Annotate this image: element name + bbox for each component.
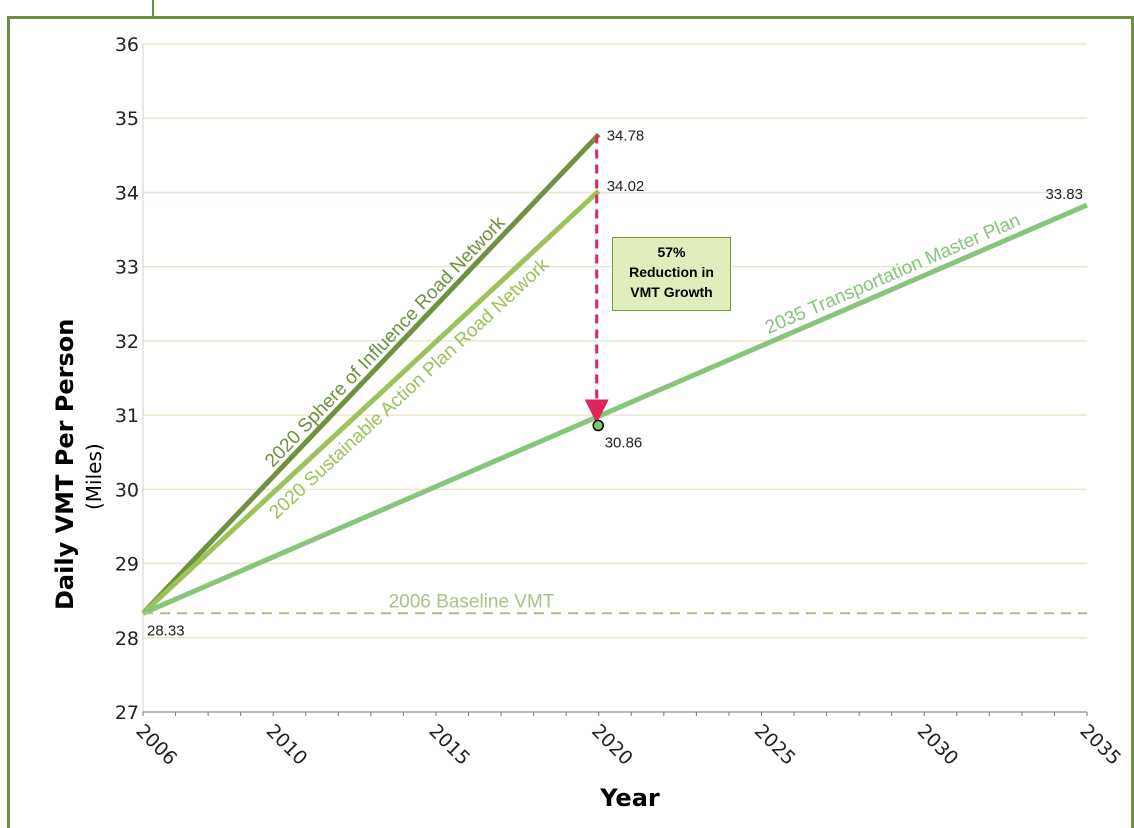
data-label: 33.83 [1045, 186, 1083, 203]
frame-tick-mark [152, 0, 154, 16]
y-tick-label: 31 [115, 405, 139, 427]
y-axis-title: Daily VMT Per Person [51, 318, 79, 610]
series-name-label: 2035 Transportation Master Plan [762, 210, 1023, 339]
series-line [141, 189, 601, 616]
y-tick-label: 34 [115, 182, 139, 204]
data-label: 34.78 [607, 128, 645, 145]
y-tick-label: 32 [115, 331, 139, 353]
y-axis-unit: (Miles) [82, 443, 106, 510]
series-line [142, 202, 1088, 616]
x-tick-label: 2020 [587, 720, 637, 770]
x-tick-label: 2010 [262, 720, 312, 770]
x-tick-label: 2015 [424, 720, 474, 770]
y-tick-label: 33 [115, 257, 139, 279]
y-tick-label: 35 [115, 108, 139, 130]
series-name-label: 2020 Sustainable Action Plan Road Networ… [266, 254, 554, 523]
y-tick-label: 36 [115, 34, 139, 56]
x-tick-label: 2035 [1075, 720, 1125, 770]
y-tick-label: 28 [115, 628, 139, 650]
y-tick-label: 27 [115, 702, 139, 724]
x-tick-label: 2030 [913, 720, 963, 770]
callout-line-1: 57% [657, 244, 686, 260]
y-tick-label: 29 [115, 554, 139, 576]
x-tick-label: 2025 [750, 720, 800, 770]
frame-top-border [7, 16, 1134, 19]
series-name-label: 2006 Baseline VMT [389, 591, 555, 612]
y-axis-title-group: Daily VMT Per Person (Miles) [10, 210, 106, 610]
frame-right-border [1131, 16, 1134, 828]
callout-line-3: VMT Growth [630, 284, 713, 300]
data-label: 30.86 [605, 435, 643, 452]
callout-line-2: Reduction in [629, 264, 714, 280]
data-label: 28.33 [147, 622, 185, 639]
frame-left-border [7, 16, 10, 828]
series-line [141, 132, 601, 616]
y-tick-label: 30 [115, 479, 139, 501]
data-label: 34.02 [607, 178, 645, 195]
x-tick-label: 2006 [131, 720, 181, 770]
x-axis-title: Year [600, 784, 660, 812]
point-marker [592, 419, 604, 432]
reduction-callout: 57% Reduction in VMT Growth [612, 237, 731, 311]
